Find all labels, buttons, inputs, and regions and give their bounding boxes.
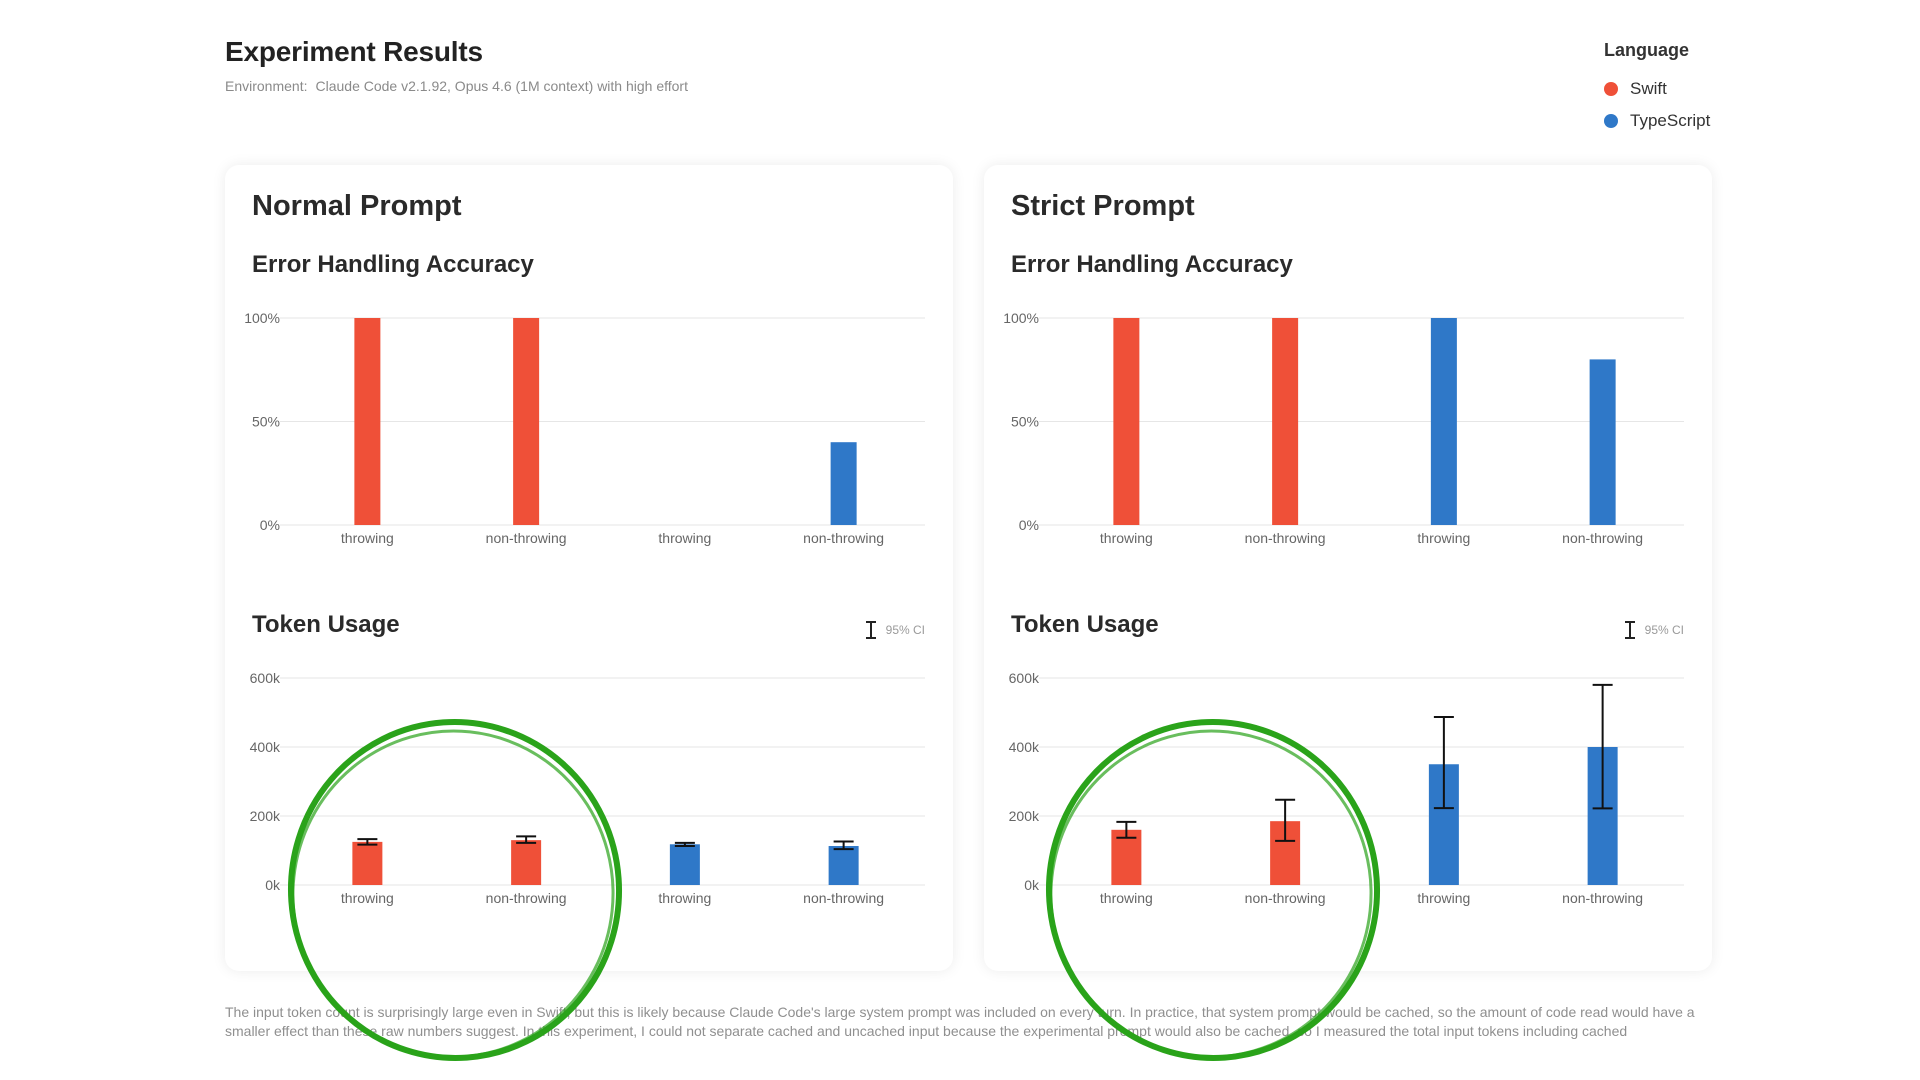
error-bar [1433, 715, 1454, 810]
error-bar [516, 835, 537, 844]
y-tick-label: 0% [1019, 517, 1039, 533]
bar-typescript [1589, 359, 1616, 525]
x-tick-label: non-throwing [486, 890, 567, 906]
page-title: Experiment Results [225, 36, 483, 67]
y-tick-label: 400k [1009, 739, 1040, 755]
bar-typescript [669, 844, 700, 885]
bar-swift [1113, 318, 1140, 525]
x-tick-label: non-throwing [1245, 530, 1326, 546]
legend-label-swift: Swift [1630, 79, 1667, 98]
legend: Language Swift TypeScript [1604, 40, 1710, 137]
x-tick-label: non-throwing [1245, 890, 1326, 906]
x-tick-label: throwing [658, 530, 711, 546]
y-tick-label: 200k [1009, 808, 1040, 824]
y-tick-label: 200k [250, 808, 281, 824]
x-tick-label: throwing [1100, 530, 1153, 546]
x-tick-label: throwing [1417, 890, 1470, 906]
y-tick-label: 400k [250, 739, 281, 755]
bar-swift [513, 318, 540, 525]
x-tick-label: non-throwing [1562, 890, 1643, 906]
error-bar [1592, 683, 1613, 810]
x-tick-label: throwing [1417, 530, 1470, 546]
error-bar [674, 841, 695, 848]
token-chart-strict: 0k 200k 400k 600k throwing non-throwing throwi… [1009, 670, 1684, 906]
panel-title: Strict Prompt [1011, 190, 1195, 222]
token-chart-normal: 0k 200k 400k 600k throwing non-throwing throwi… [250, 670, 925, 906]
legend-title: Language [1604, 40, 1690, 60]
panel-strict-prompt: Strict Prompt Error Handling Accuracy 0%… [984, 165, 1712, 971]
x-tick-label: non-throwing [1562, 530, 1643, 546]
ci-label: 95% CI [1644, 623, 1684, 637]
error-bar-icon [865, 621, 876, 639]
legend-label-typescript: TypeScript [1630, 111, 1711, 130]
accuracy-chart-title: Error Handling Accuracy [252, 251, 534, 278]
x-tick-label: throwing [658, 890, 711, 906]
error-bar [833, 840, 854, 851]
x-tick-label: non-throwing [803, 530, 884, 546]
panel-normal-prompt: Normal Prompt Error Handling Accuracy 0%… [225, 165, 953, 971]
y-tick-label: 50% [1011, 414, 1039, 430]
legend-item-typescript: TypeScript [1604, 105, 1710, 137]
environment-value: Claude Code v2.1.92, Opus 4.6 (1M contex… [315, 78, 688, 94]
environment-label: Environment: [225, 78, 308, 94]
x-tick-label: throwing [1100, 890, 1153, 906]
bar-swift [354, 318, 381, 525]
bar-swift [352, 841, 383, 885]
bar-typescript [1430, 318, 1457, 525]
legend-swatch-swift [1604, 82, 1618, 96]
footnote: The input token count is surprisingly la… [225, 1004, 1695, 1039]
bar-typescript [830, 442, 857, 525]
y-tick-label: 600k [1009, 670, 1040, 686]
environment-line: Environment: Claude Code v2.1.92, Opus 4.… [225, 78, 688, 94]
legend-item-swift: Swift [1604, 73, 1710, 105]
accuracy-chart-normal: 0% 50% 100% throwing non-throwing throwing non… [244, 310, 925, 546]
legend-swatch-typescript [1604, 114, 1618, 128]
bar-typescript [828, 846, 859, 885]
y-tick-label: 0k [265, 877, 281, 893]
y-tick-label: 0k [1024, 877, 1040, 893]
y-tick-label: 600k [250, 670, 281, 686]
x-tick-label: non-throwing [486, 530, 567, 546]
x-tick-label: throwing [341, 890, 394, 906]
accuracy-chart-strict: 0% 50% 100% throwing non-throwing throwing non… [1003, 310, 1684, 546]
y-tick-label: 0% [260, 517, 280, 533]
x-tick-label: throwing [341, 530, 394, 546]
bar-swift [1272, 318, 1299, 525]
ci-legend: 95% CI [1623, 620, 1684, 640]
accuracy-chart-title: Error Handling Accuracy [1011, 251, 1293, 278]
x-tick-label: non-throwing [803, 890, 884, 906]
y-tick-label: 50% [252, 414, 280, 430]
bar-swift [511, 840, 542, 885]
y-tick-label: 100% [1003, 310, 1039, 326]
token-chart-title: Token Usage [1011, 611, 1159, 638]
ci-legend: 95% CI [864, 620, 925, 640]
y-tick-label: 100% [244, 310, 280, 326]
token-chart-title: Token Usage [252, 611, 400, 638]
error-bar-icon [1624, 621, 1635, 639]
panel-title: Normal Prompt [252, 190, 462, 222]
ci-label: 95% CI [885, 623, 925, 637]
